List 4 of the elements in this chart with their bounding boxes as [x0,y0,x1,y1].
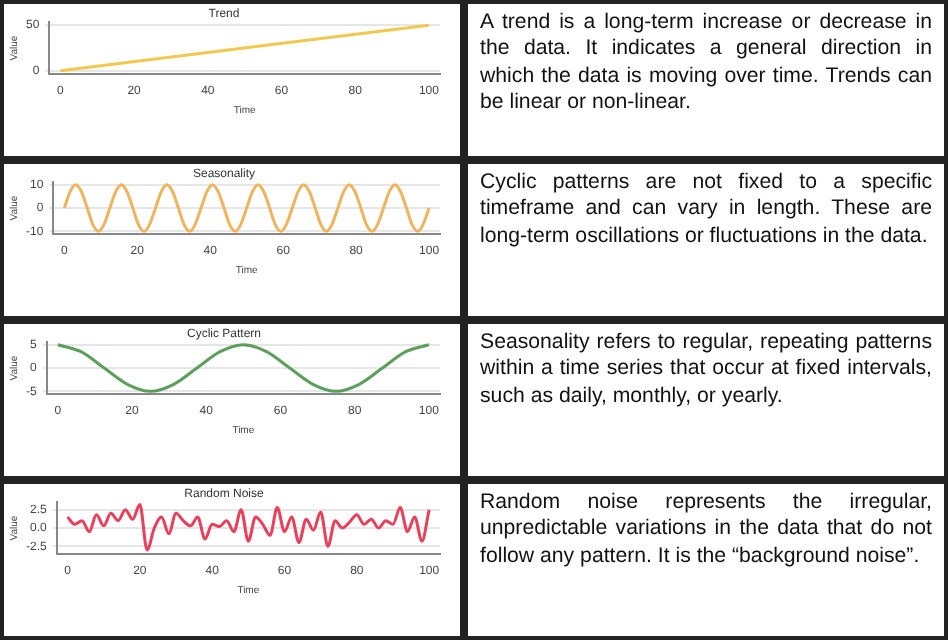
text: Cyclic patterns are not fixed to a specific timeframe and can vary in length. These are long-term oscillations or fluctuations in the data. [478,168,934,252]
text: Seasonality refers to regular, repeating patterns within a time series that occur at fixed intervals, such as daily, monthly, or yearly. [478,328,934,412]
text: A trend is a long-term increase or decrease in the data. It indicates a general direction in which the data is moving over time. Trends can be linear or non-linear. [478,8,934,119]
text: Random noise represents the irregular, unpredictable variations in the data that do not follow any pattern. It is the “background noise”. [478,488,934,572]
